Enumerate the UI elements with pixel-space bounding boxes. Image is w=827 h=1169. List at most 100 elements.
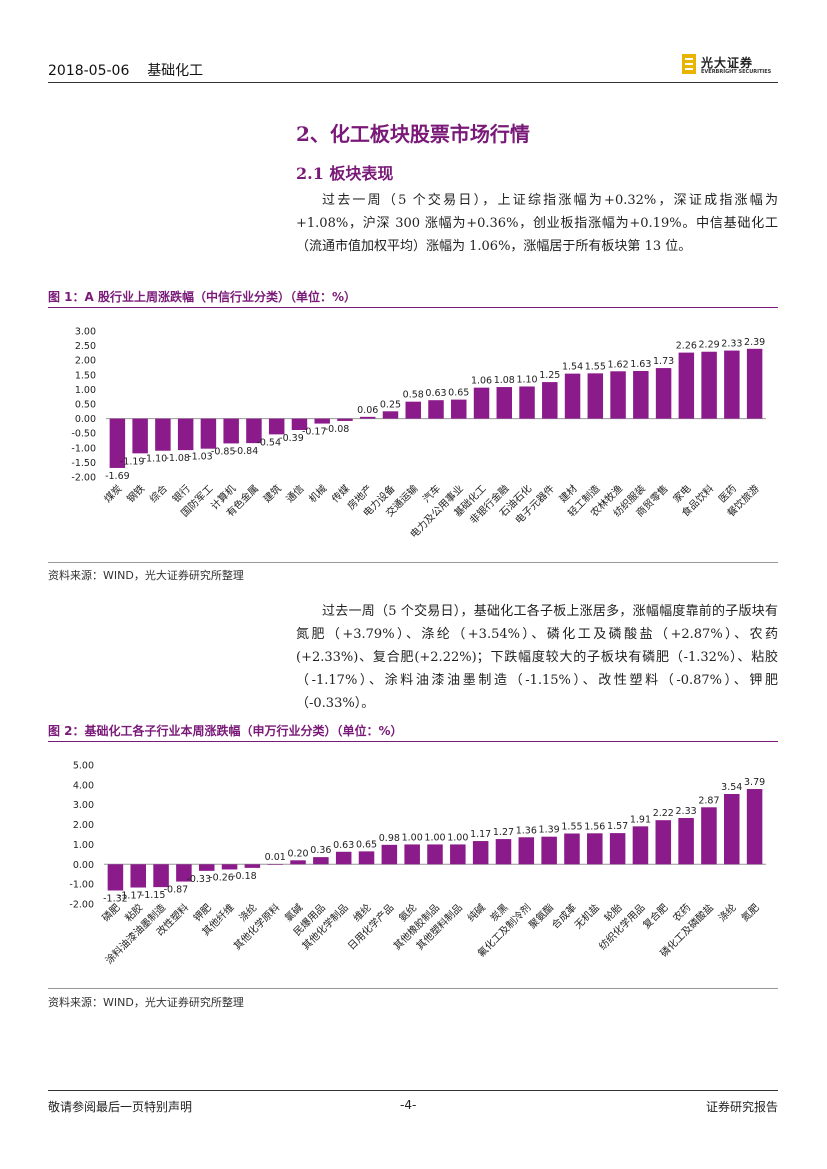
paragraph-1-text: 过去一周（5 个交易日），上证综指涨幅为+0.32%，深证成指涨幅为+1.08%… (296, 193, 778, 254)
bar (519, 386, 535, 419)
report-date: 2018-05-06 (48, 63, 130, 79)
data-label: 2.29 (699, 340, 720, 351)
bar (724, 350, 740, 419)
data-label: -0.33 (186, 874, 211, 885)
data-label: 2.33 (721, 339, 742, 350)
logo-text-en: EVERBRIGHT SECURITIES (701, 69, 772, 75)
data-label: -1.32 (103, 893, 128, 904)
data-label: 1.73 (653, 356, 674, 367)
section-title: 2、化工板块股票市场行情 (296, 122, 530, 146)
data-label: 0.65 (448, 388, 469, 399)
data-label: 1.39 (539, 825, 560, 836)
data-label: 2.33 (676, 806, 697, 817)
y-tick-label: -1.00 (69, 880, 94, 891)
figure-1-bar-chart: 3.00 2.50 2.00 1.50 1.00 0.50 0.00 -0.50 -1.00 -1… (71, 327, 766, 541)
data-label: -1.17 (118, 891, 143, 902)
figure-2-title: 图 2：基础化工各子行业本周涨跌幅（申万行业分类）（单位：%） (48, 724, 403, 738)
category-label: 机械 (306, 482, 329, 505)
category-label: 综合 (147, 482, 170, 505)
data-label: 1.56 (584, 821, 605, 832)
y-tick-label: 4.00 (73, 780, 94, 791)
report-header: 2018-05-06 基础化工 (48, 60, 203, 80)
bar (632, 826, 649, 865)
y-tick-label: 3.00 (75, 327, 96, 338)
bar (109, 418, 126, 468)
y-tick-label: -1.50 (71, 458, 96, 469)
data-label: -1.69 (105, 471, 130, 482)
data-label: -0.39 (279, 433, 304, 444)
category-label: 建筑 (260, 482, 283, 505)
bar (132, 418, 148, 454)
y-tick-label: 1.00 (75, 385, 96, 396)
data-label: 0.98 (379, 833, 400, 844)
bar (473, 387, 490, 419)
bar (609, 833, 626, 865)
category-label: 涤纶 (716, 901, 739, 924)
bar (655, 368, 672, 419)
footer-divider (48, 1090, 778, 1091)
data-label: 3.79 (744, 777, 765, 788)
bar (268, 418, 285, 435)
bar (337, 418, 353, 421)
bar (655, 820, 672, 865)
bar (198, 864, 215, 871)
y-tick-label: 0.00 (75, 414, 96, 425)
paragraph-1: 过去一周（5 个交易日），上证综指涨幅为+0.32%，深证成指涨幅为+1.08%… (296, 189, 778, 258)
data-label: 0.63 (425, 388, 446, 399)
y-tick-label: -2.00 (69, 900, 94, 911)
y-tick-label: 0.50 (75, 400, 96, 411)
data-label: -0.18 (232, 871, 257, 882)
figure-1-title: 图 1：A 股行业上周涨跌幅（中信行业分类）（单位：%） (48, 290, 357, 304)
bar (746, 348, 763, 419)
data-label: -0.85 (211, 446, 236, 457)
y-tick-label: -1.00 (71, 443, 96, 454)
category-label: 煤炭 (101, 482, 124, 505)
data-label: 0.58 (403, 390, 424, 401)
bar (382, 411, 399, 419)
paragraph-2-text: 过去一周（5 个交易日），基础化工各子板上涨居多，涨幅幅度靠前的子版块有氮肥（+… (296, 604, 778, 711)
figure-2-bar-chart: 5.004.003.002.001.000.00-1.00-2.00-1.32磷… (69, 761, 766, 967)
data-label: 0.36 (310, 845, 331, 856)
paragraph-2: 过去一周（5 个交易日），基础化工各子板上涨居多，涨幅幅度靠前的子版块有氮肥（+… (296, 600, 778, 715)
bar (495, 839, 512, 865)
bar (701, 351, 717, 419)
bar (246, 418, 262, 444)
category-label: 钢铁 (124, 482, 147, 505)
data-label: 1.17 (470, 829, 491, 840)
bar (153, 864, 169, 888)
data-label: 1.06 (471, 376, 492, 387)
header-divider (48, 82, 778, 83)
data-label: 1.54 (562, 362, 583, 373)
data-label: 2.22 (653, 808, 674, 819)
data-label: 0.06 (357, 405, 378, 416)
footer-page-number: -4- (400, 1098, 417, 1112)
bar (313, 857, 329, 865)
data-label: 1.91 (630, 814, 651, 825)
bar (701, 807, 717, 865)
figure-2-source: 资料来源：WIND，光大证券研究所整理 (48, 996, 244, 1009)
bar (723, 793, 740, 865)
bar (450, 844, 466, 865)
data-label: 2.26 (676, 341, 697, 352)
category-label: 聚氨酯 (526, 901, 556, 931)
bar (291, 418, 308, 430)
data-label: -1.19 (120, 456, 145, 467)
data-label: -1.03 (188, 452, 213, 463)
data-label: -0.26 (209, 872, 234, 883)
bar (472, 841, 489, 865)
figure-1-bottom-rule (48, 562, 778, 563)
bar (404, 844, 420, 865)
data-label: -0.84 (234, 446, 259, 457)
bar (746, 789, 763, 865)
bar (451, 399, 467, 419)
report-sector: 基础化工 (147, 63, 204, 79)
bar (381, 844, 398, 865)
data-label: 0.25 (380, 399, 401, 410)
bar (610, 371, 626, 419)
bar (177, 418, 194, 451)
data-label: 1.55 (561, 822, 582, 833)
bar (290, 860, 306, 865)
data-label: -1.08 (165, 453, 190, 464)
bar (564, 373, 581, 419)
data-label: 1.08 (494, 375, 515, 386)
